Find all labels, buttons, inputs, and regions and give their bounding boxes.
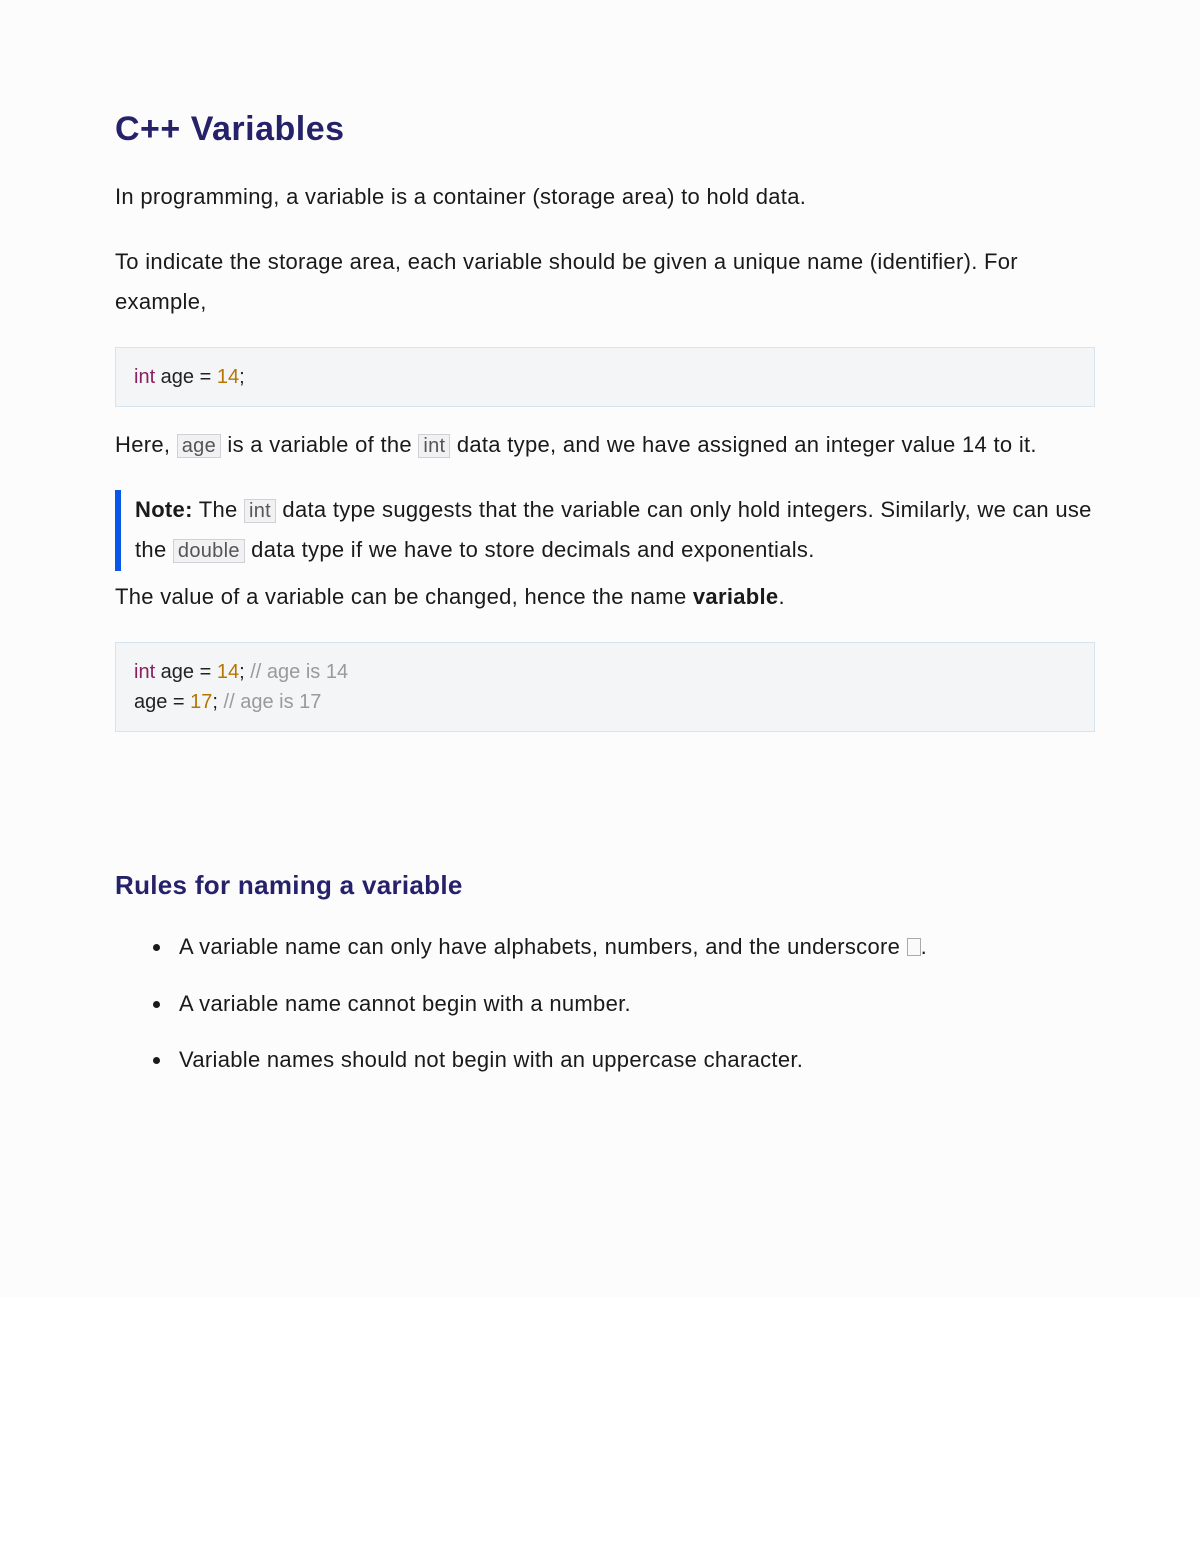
- code-comment: // age is 14: [250, 661, 348, 683]
- variable-change-paragraph: The value of a variable can be changed, …: [115, 577, 1095, 618]
- rule-item: A variable name cannot begin with a numb…: [173, 984, 1095, 1025]
- bold-variable: variable: [693, 584, 779, 609]
- code-text: age =: [155, 661, 217, 683]
- note-block: Note: The int data type suggests that th…: [115, 490, 1095, 571]
- intro-paragraph-1: In programming, a variable is a containe…: [115, 177, 1095, 218]
- note-paragraph: Note: The int data type suggests that th…: [135, 490, 1095, 571]
- code-number: 14: [217, 661, 239, 683]
- code-text: age =: [155, 366, 217, 388]
- text-span: A variable name can only have alphabets,…: [179, 934, 907, 959]
- explain-paragraph: Here, age is a variable of the int data …: [115, 425, 1095, 466]
- rule-item: A variable name can only have alphabets,…: [173, 927, 1095, 968]
- code-block-1: int age = 14;: [115, 347, 1095, 407]
- inline-code-double: double: [173, 539, 245, 563]
- rules-heading: Rules for naming a variable: [115, 870, 1095, 901]
- underscore-glyph-box: [907, 938, 921, 956]
- intro-paragraph-2: To indicate the storage area, each varia…: [115, 242, 1095, 323]
- code-line: int age = 14; // age is 14: [134, 657, 1076, 687]
- rule-item: Variable names should not begin with an …: [173, 1040, 1095, 1081]
- text-span: Here,: [115, 432, 177, 457]
- code-text: age =: [134, 691, 190, 713]
- page-title: C++ Variables: [115, 110, 1095, 149]
- inline-code-age: age: [177, 434, 221, 458]
- code-comment: // age is 17: [224, 691, 322, 713]
- code-number: 14: [217, 366, 239, 388]
- code-text: ;: [239, 661, 250, 683]
- text-span: data type if we have to store decimals a…: [245, 537, 815, 562]
- code-block-2: int age = 14; // age is 14 age = 17; // …: [115, 642, 1095, 732]
- rules-list: A variable name can only have alphabets,…: [115, 927, 1095, 1081]
- text-span: .: [778, 584, 784, 609]
- code-text: ;: [239, 366, 245, 388]
- note-label: Note:: [135, 497, 193, 522]
- code-line: age = 17; // age is 17: [134, 687, 1076, 717]
- text-span: data type, and we have assigned an integ…: [450, 432, 1036, 457]
- text-span: is a variable of the: [221, 432, 418, 457]
- code-keyword: int: [134, 366, 155, 388]
- text-span: The: [193, 497, 244, 522]
- inline-code-int: int: [244, 499, 276, 523]
- inline-code-int: int: [418, 434, 450, 458]
- section-gap: [115, 750, 1095, 870]
- code-text: ;: [212, 691, 223, 713]
- document-page: C++ Variables In programming, a variable…: [0, 0, 1200, 1297]
- text-span: .: [921, 934, 927, 959]
- code-keyword: int: [134, 661, 155, 683]
- text-span: The value of a variable can be changed, …: [115, 584, 693, 609]
- code-number: 17: [190, 691, 212, 713]
